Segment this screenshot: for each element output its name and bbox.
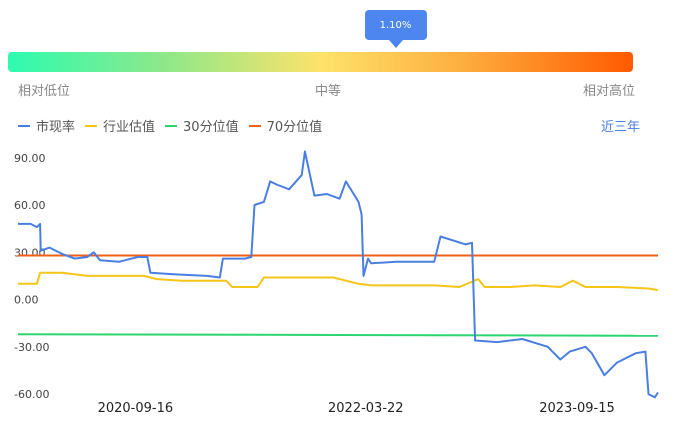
series-line-行业估值	[18, 271, 659, 292]
series-line-市现率	[18, 150, 659, 399]
legend-label: 行业估值	[103, 120, 156, 135]
x-tick-label: 2023-09-15	[539, 401, 615, 416]
y-tick-label: 90.00	[14, 152, 46, 165]
series-line-30分位值	[17, 333, 659, 337]
legend-item-p30[interactable]: 30分位值	[165, 116, 239, 135]
gauge-low-label: 相对低位	[18, 84, 71, 99]
gauge-gradient-bar	[8, 52, 633, 72]
gauge-current-tooltip: 1.10%	[364, 10, 427, 40]
legend-swatch	[85, 124, 98, 127]
x-tick-label: 2020-09-16	[98, 401, 174, 416]
legend-swatch	[248, 124, 261, 127]
y-tick-label: -30.00	[14, 341, 49, 354]
legend-swatch	[18, 124, 30, 127]
valuation-gauge: 1.10%	[8, 10, 633, 72]
legend-swatch	[165, 124, 178, 127]
legend-label: 市现率	[36, 120, 76, 135]
legend-item-industry[interactable]: 行业估值	[85, 116, 155, 135]
y-tick-label: 60.00	[14, 199, 46, 212]
legend-label: 70分位值	[266, 120, 323, 135]
chart-legend: 市现率 行业估值 30分位值 70分位值	[18, 116, 322, 135]
time-range-link[interactable]: 近三年	[600, 120, 640, 135]
gauge-mid-label: 中等	[315, 84, 342, 99]
legend-item-pcf[interactable]: 市现率	[18, 116, 75, 135]
legend-label: 30分位值	[183, 120, 239, 135]
gauge-tooltip-arrow	[388, 40, 403, 48]
legend-item-p70[interactable]: 70分位值	[248, 116, 323, 135]
y-tick-label: -60.00	[14, 388, 49, 401]
y-tick-label: 0.00	[14, 294, 39, 307]
x-tick-label: 2022-03-22	[328, 401, 404, 416]
gauge-high-label: 相对高位	[583, 84, 636, 99]
